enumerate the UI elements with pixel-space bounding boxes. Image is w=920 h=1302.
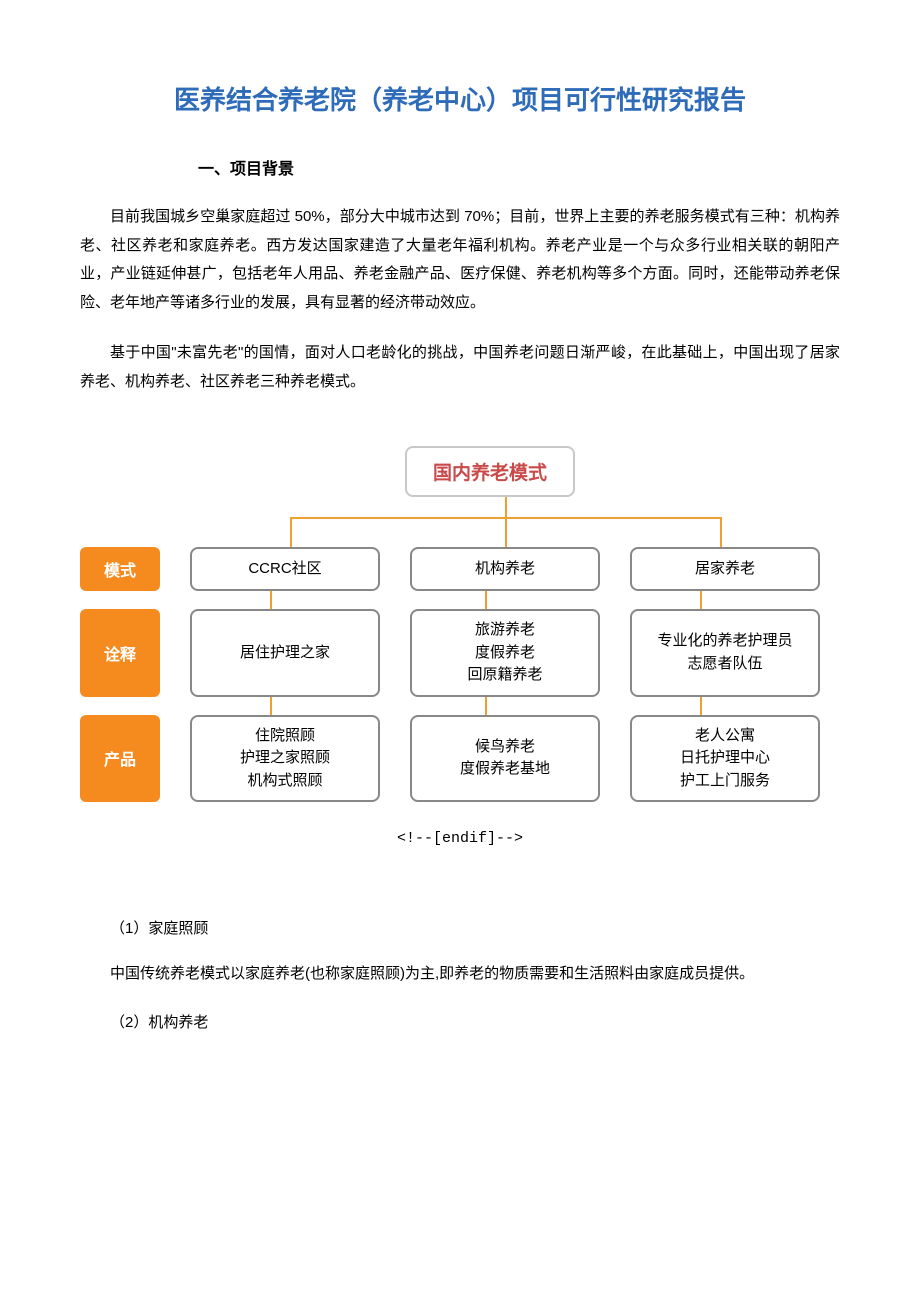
diagram-row: 产品住院照顾护理之家照顾机构式照顾候鸟养老度假养老基地老人公寓日托护理中心护工上…: [80, 715, 820, 803]
diagram-row-cells: 居住护理之家旅游养老度假养老回原籍养老专业化的养老护理员志愿者队伍: [190, 609, 820, 697]
sub-heading-1: （1）家庭照顾: [110, 917, 840, 938]
diagram-row: 诠释居住护理之家旅游养老度假养老回原籍养老专业化的养老护理员志愿者队伍: [80, 609, 820, 697]
diagram-cell: 居住护理之家: [190, 609, 380, 697]
document-title: 医养结合养老院（养老中心）项目可行性研究报告: [80, 80, 840, 117]
diagram-row-label: 模式: [80, 547, 160, 591]
diagram-row-cells: CCRC社区机构养老居家养老: [190, 547, 820, 591]
diagram-row-label: 产品: [80, 715, 160, 803]
elderly-care-model-diagram: 国内养老模式 模式CCRC社区机构养老居家养老诠释居住护理之家旅游养老度假养老回…: [100, 446, 820, 802]
section-heading-1: 一、项目背景: [198, 155, 840, 179]
diagram-rows-container: 模式CCRC社区机构养老居家养老诠释居住护理之家旅游养老度假养老回原籍养老专业化…: [80, 547, 820, 802]
diagram-cell: 居家养老: [630, 547, 820, 591]
diagram-root-node: 国内养老模式: [405, 446, 575, 497]
diagram-row-label: 诠释: [80, 609, 160, 697]
diagram-cell: CCRC社区: [190, 547, 380, 591]
endif-comment: <!--[endif]-->: [80, 830, 840, 847]
diagram-row-cells: 住院照顾护理之家照顾机构式照顾候鸟养老度假养老基地老人公寓日托护理中心护工上门服…: [190, 715, 820, 803]
diagram-cell: 旅游养老度假养老回原籍养老: [410, 609, 600, 697]
diagram-row-connector: [190, 697, 820, 715]
diagram-cell: 专业化的养老护理员志愿者队伍: [630, 609, 820, 697]
diagram-cell: 机构养老: [410, 547, 600, 591]
paragraph-1: 目前我国城乡空巢家庭超过 50%，部分大中城市达到 70%；目前，世界上主要的养…: [80, 203, 840, 317]
diagram-connector-top: [210, 497, 820, 547]
sub-heading-2: （2）机构养老: [110, 1011, 840, 1032]
diagram-row: 模式 CCRC社区机构养老居家养老: [80, 547, 820, 591]
paragraph-2: 基于中国"未富先老"的国情，面对人口老龄化的挑战，中国养老问题日渐严峻，在此基础…: [80, 339, 840, 396]
diagram-cell: 老人公寓日托护理中心护工上门服务: [630, 715, 820, 803]
sub-paragraph-1: 中国传统养老模式以家庭养老(也称家庭照顾)为主,即养老的物质需要和生活照料由家庭…: [80, 960, 840, 989]
diagram-cell: 住院照顾护理之家照顾机构式照顾: [190, 715, 380, 803]
diagram-cell: 候鸟养老度假养老基地: [410, 715, 600, 803]
diagram-row-connector: [190, 591, 820, 609]
